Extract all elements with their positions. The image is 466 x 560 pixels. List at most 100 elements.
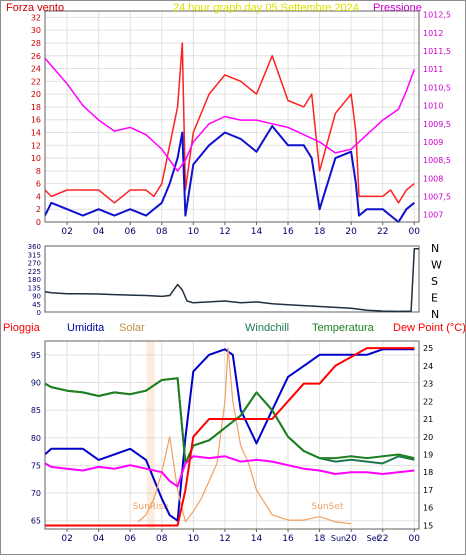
y-left-tick-label: 18: [31, 103, 41, 112]
x-tick-label: 20: [345, 534, 357, 544]
series-dew-point-c-: [44, 455, 415, 488]
y-left-tick-label: 24: [31, 65, 41, 74]
y-right-tick-label: 1007,5: [423, 193, 451, 202]
y-left-tick-label: 16: [31, 116, 41, 125]
y-right-tick-label: 1009,5: [423, 120, 451, 129]
x-tick-label: 00: [409, 227, 421, 237]
x-tick-label: 14: [251, 534, 263, 544]
x-tick-label: 02: [61, 227, 72, 237]
y-right-tick-label: 1011,5: [423, 47, 451, 56]
x-tick-label: 10: [188, 227, 200, 237]
legend-windchill: Windchill: [245, 322, 290, 334]
direction-tick-label: 45: [32, 301, 41, 309]
pressure-axis-label: Pressione: [373, 2, 422, 14]
compass-label: W: [431, 259, 442, 272]
x-tick-label: 04: [93, 227, 105, 237]
y-left-tick-label: 22: [31, 77, 41, 86]
humidity-tick-label: 75: [31, 461, 41, 470]
compass-label: N: [431, 242, 439, 255]
y-left-tick-label: 8: [36, 167, 41, 176]
humidity-tick-label: 85: [31, 406, 41, 415]
x-tick-label: 22: [377, 534, 388, 544]
temperature-tick-label: 20: [423, 433, 433, 442]
x-tick-label: 08: [156, 227, 168, 237]
x-tick-label: 00: [409, 534, 421, 544]
temperature-tick-label: 17: [423, 486, 433, 495]
y-left-tick-label: 10: [31, 154, 41, 163]
humidity-tick-label: 70: [31, 489, 41, 498]
direction-tick-label: 270: [28, 260, 41, 268]
humidity-tick-label: 80: [31, 434, 41, 443]
y-left-tick-label: 30: [31, 26, 41, 35]
legend-temperatura: Temperatura: [312, 322, 374, 334]
x-tick-label: 20: [345, 227, 357, 237]
x-tick-label: 04: [93, 534, 105, 544]
legend-solar: Solar: [119, 322, 145, 334]
x-tick-label: 22: [377, 227, 388, 237]
compass-label: N: [431, 308, 439, 321]
y-left-tick-label: 26: [31, 52, 41, 61]
y-left-tick-label: 4: [36, 192, 41, 201]
legend-pioggia: Pioggia: [3, 322, 40, 334]
direction-tick-label: 180: [28, 276, 41, 284]
x-tick-label: 12: [219, 534, 230, 544]
y-left-tick-label: 28: [31, 39, 41, 48]
temperature-tick-label: 19: [423, 451, 433, 460]
y-right-tick-label: 1010,5: [423, 83, 451, 92]
direction-tick-label: 315: [28, 251, 41, 259]
direction-tick-label: 90: [32, 293, 41, 301]
temperature-tick-label: 18: [423, 468, 433, 477]
series-pressure: [44, 57, 416, 172]
humidity-tick-label: 90: [31, 378, 41, 387]
y-right-tick-label: 1011: [423, 65, 443, 74]
y-left-tick-label: 6: [36, 180, 41, 189]
x-tick-label: 16: [282, 534, 294, 544]
chart-title: 24 hour graph day 05 Settembre 2024: [173, 2, 359, 14]
sunrise-band: [146, 341, 155, 529]
x-tick-label: 10: [188, 534, 200, 544]
legend-umidita: Umidita: [67, 322, 105, 334]
y-left-tick-label: 32: [31, 13, 41, 22]
direction-tick-label: 360: [28, 243, 41, 251]
series-direction: [44, 248, 419, 313]
x-tick-label: 06: [124, 227, 136, 237]
x-tick-label: 12: [219, 227, 230, 237]
series-speed: [44, 125, 415, 223]
top-plot-border: [44, 10, 420, 223]
series-gust: [44, 42, 415, 204]
series-umidita: [44, 348, 415, 522]
temperature-tick-label: 25: [423, 344, 433, 353]
temperature-tick-label: 15: [423, 521, 433, 530]
x-tick-label: 18: [314, 227, 326, 237]
y-right-tick-label: 1012: [423, 29, 443, 38]
direction-tick-label: 225: [28, 268, 41, 276]
y-left-tick-label: 2: [36, 205, 41, 214]
x-tick-label: 08: [156, 534, 168, 544]
compass-label: S: [431, 275, 438, 288]
y-right-tick-label: 1012,5: [423, 11, 451, 20]
y-left-tick-label: 0: [36, 218, 41, 227]
temperature-tick-label: 24: [423, 362, 433, 371]
wind-axis-label: Forza vento: [6, 2, 65, 14]
bottom-plot-border: [44, 340, 420, 530]
direction-tick-label: 135: [28, 284, 41, 292]
sunset-label: SunSet: [312, 502, 344, 512]
direction-tick-label: 0: [37, 309, 41, 317]
mid-plot-area: [44, 245, 420, 313]
temperature-tick-label: 21: [423, 415, 433, 424]
temperature-tick-label: 22: [423, 397, 433, 406]
sunrise-label: SunRise: [133, 502, 170, 512]
bottom-plot-area: [44, 340, 420, 530]
humidity-tick-label: 95: [31, 351, 41, 360]
y-left-tick-label: 14: [31, 128, 41, 137]
x-tick-label: 16: [282, 227, 294, 237]
x-tick-label: 14: [251, 227, 263, 237]
y-right-tick-label: 1008,5: [423, 156, 451, 165]
series-solar: [137, 347, 352, 525]
wind-pressure-chart: 0246810121416182022242628303210071007,51…: [31, 10, 451, 237]
x-tick-label: 18: [314, 534, 326, 544]
temperature-tick-label: 16: [423, 504, 433, 513]
